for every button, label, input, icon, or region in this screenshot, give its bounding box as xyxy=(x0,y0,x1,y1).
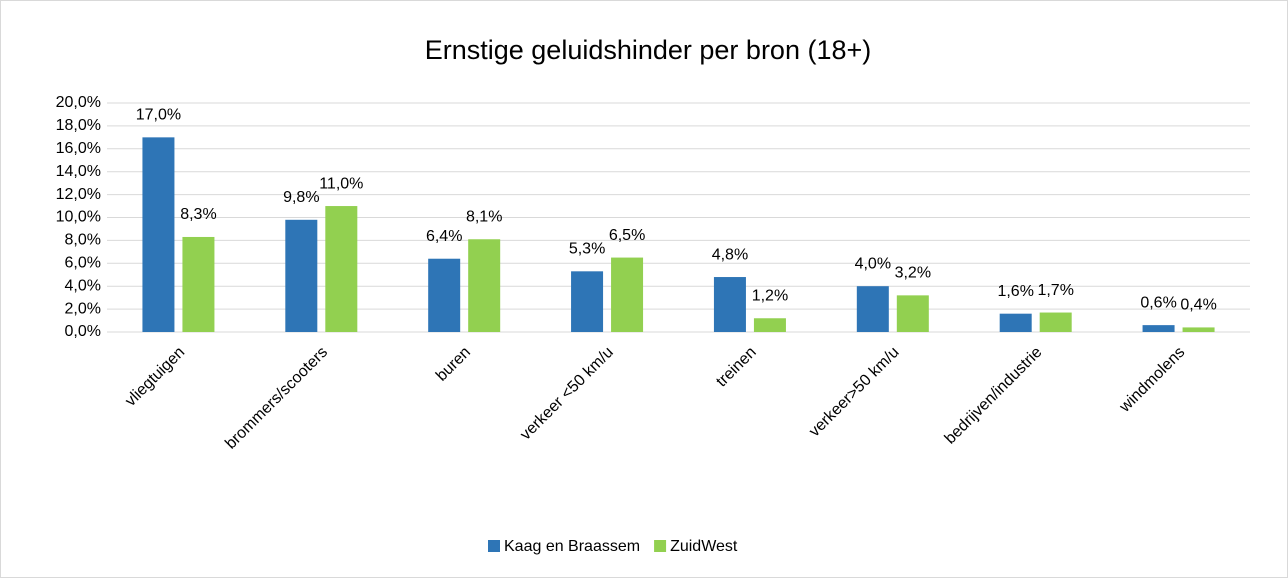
bar xyxy=(1142,325,1175,332)
y-tick-label: 20,0% xyxy=(56,94,101,111)
bar xyxy=(1182,327,1215,332)
data-label: 1,7% xyxy=(1037,282,1073,299)
bar xyxy=(428,258,461,332)
data-label: 4,0% xyxy=(855,255,891,272)
data-label: 6,5% xyxy=(609,227,645,244)
bar xyxy=(1039,312,1072,332)
y-tick-label: 16,0% xyxy=(56,140,101,157)
y-tick-label: 12,0% xyxy=(56,186,101,203)
bar xyxy=(713,277,746,332)
legend-swatch xyxy=(654,540,667,552)
data-label: 1,2% xyxy=(752,287,788,304)
bar xyxy=(999,313,1032,332)
data-label: 1,6% xyxy=(997,283,1033,300)
legend-swatch xyxy=(488,540,500,552)
bar xyxy=(182,236,215,332)
y-tick-label: 2,0% xyxy=(65,300,101,317)
legend-label: Kaag en Braassem xyxy=(504,538,640,555)
bar xyxy=(753,318,786,332)
chart-title: Ernstige geluidshinder per bron (18+) xyxy=(425,35,872,65)
data-label: 0,6% xyxy=(1140,294,1176,311)
bar xyxy=(856,286,889,332)
data-label: 6,4% xyxy=(426,228,462,245)
bar xyxy=(896,295,929,332)
data-label: 4,8% xyxy=(712,246,748,263)
y-tick-label: 4,0% xyxy=(65,277,101,294)
data-label: 8,1% xyxy=(466,208,502,225)
y-tick-label: 0,0% xyxy=(65,323,101,340)
data-label: 17,0% xyxy=(136,107,181,124)
y-tick-label: 10,0% xyxy=(56,209,101,226)
y-tick-label: 14,0% xyxy=(56,163,101,180)
legend-label: ZuidWest xyxy=(670,538,738,555)
bar xyxy=(325,206,358,332)
bar xyxy=(571,271,604,332)
bar xyxy=(285,219,318,332)
bar xyxy=(468,239,501,332)
bar xyxy=(142,137,175,332)
bar xyxy=(611,257,644,332)
data-label: 11,0% xyxy=(319,175,363,192)
data-label: 8,3% xyxy=(180,206,216,223)
data-label: 5,3% xyxy=(569,241,605,258)
y-tick-label: 18,0% xyxy=(56,117,101,134)
y-tick-label: 8,0% xyxy=(65,232,101,249)
data-label: 9,8% xyxy=(283,189,319,206)
y-tick-label: 6,0% xyxy=(65,255,101,272)
data-label: 0,4% xyxy=(1180,297,1216,314)
data-label: 3,2% xyxy=(895,265,931,282)
